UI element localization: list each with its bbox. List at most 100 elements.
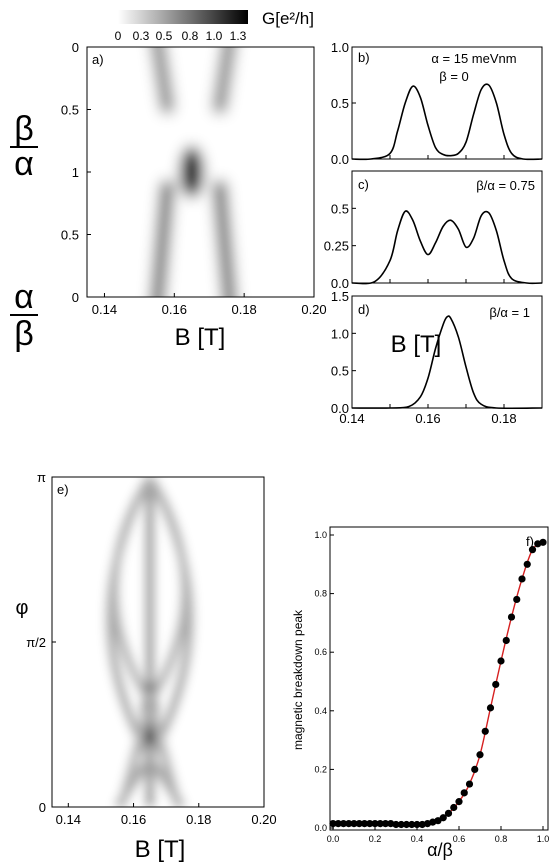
colorbar-title: G[e²/h] bbox=[262, 9, 314, 28]
colorbar: 0 0.3 0.5 0.8 1.0 1.3 G[e²/h] bbox=[115, 9, 314, 43]
heatmap-ridge bbox=[212, 180, 237, 297]
panel-a-ytick: 0 bbox=[72, 290, 79, 305]
panel-b-ytick: 0.5 bbox=[331, 96, 349, 111]
panel-f-point bbox=[471, 765, 479, 774]
panel-e-axes: 0.14 0.16 0.18 0.20 0 π/2 π bbox=[26, 470, 276, 827]
panel-f-point bbox=[392, 820, 400, 829]
panel-e-heatmap bbox=[52, 477, 264, 807]
panel-f-point bbox=[355, 820, 363, 828]
panel-b-annotation-2: β = 0 bbox=[439, 69, 469, 84]
panel-f-point bbox=[539, 538, 547, 546]
panel-f-point bbox=[513, 595, 521, 604]
panel-c-ytick: 0.5 bbox=[331, 201, 349, 216]
panel-b-axes: 0.0 0.5 1.0 bbox=[331, 40, 543, 167]
panel-a-ytick: 0 bbox=[72, 40, 79, 55]
panel-f-xtick: 0.8 bbox=[495, 834, 508, 844]
panel-f-ytick: 0.0 bbox=[314, 823, 327, 833]
panel-f-point bbox=[402, 820, 411, 829]
panel-a-xtick: 0.20 bbox=[301, 302, 326, 317]
panel-f-xtick: 0.6 bbox=[453, 834, 466, 844]
panel-f-point bbox=[397, 820, 405, 829]
panel-d-xtick: 0.18 bbox=[491, 411, 516, 426]
panel-e-ytick: 0 bbox=[39, 800, 46, 815]
panel-f-ytick: 0.2 bbox=[314, 764, 327, 774]
colorbar-ticks: 0 0.3 0.5 0.8 1.0 1.3 bbox=[115, 29, 247, 43]
panel-f-point bbox=[413, 820, 421, 829]
colorbar-tick-label: 0 bbox=[115, 29, 122, 43]
panel-f-point bbox=[502, 636, 510, 645]
panel-c-annotation: β/α = 0.75 bbox=[476, 178, 535, 193]
panel-f-points bbox=[329, 538, 547, 829]
ylabel-top-num: β bbox=[14, 110, 34, 148]
panel-f-point bbox=[460, 789, 468, 797]
panel-a-xtick: 0.16 bbox=[162, 302, 187, 317]
panel-f-ylabel: magnetic breakdown peak bbox=[291, 609, 305, 750]
colorbar-tick-label: 1.3 bbox=[230, 29, 247, 43]
panel-f-xlabel: α/β bbox=[427, 840, 453, 860]
panel-d-label: d) bbox=[358, 302, 370, 317]
panel-f-ytick: 0.4 bbox=[314, 706, 327, 716]
panel-e-xtick: 0.20 bbox=[251, 812, 276, 827]
panel-a-xlabel: B [T] bbox=[175, 324, 226, 351]
ylabel-bottom-den: β bbox=[14, 315, 34, 353]
panel-f-point bbox=[439, 814, 447, 822]
panel-f-ytick: 0.8 bbox=[314, 589, 327, 599]
panel-f-point bbox=[329, 820, 337, 828]
panel-f-ytick: 1.0 bbox=[314, 530, 327, 540]
panel-f-point bbox=[334, 820, 342, 828]
panel-f-xtick: 1.0 bbox=[537, 834, 550, 844]
panel-d-curve bbox=[351, 315, 543, 410]
colorbar-tick-label: 0.3 bbox=[133, 29, 150, 43]
panel-c-ytick: 0.25 bbox=[324, 239, 349, 254]
panel-f-frame bbox=[329, 526, 549, 831]
panel-c-ytick: 0.0 bbox=[331, 276, 349, 291]
panel-a-heatmap bbox=[87, 47, 314, 297]
panel-f-point bbox=[366, 820, 374, 828]
heatmap-ridge bbox=[151, 47, 175, 114]
colorbar-tick-label: 0.5 bbox=[156, 29, 173, 43]
panel-d-ytick: 1.5 bbox=[331, 289, 349, 304]
panel-f-point bbox=[444, 809, 453, 817]
panel-f-ytick: 0.6 bbox=[314, 647, 327, 657]
panel-d-ytick: 0.0 bbox=[331, 401, 349, 416]
panel-e-xlabel: B [T] bbox=[135, 836, 186, 863]
panel-f-point bbox=[465, 780, 474, 788]
panel-f-point bbox=[528, 546, 537, 554]
heatmap-ridge bbox=[150, 180, 175, 297]
panel-f-point bbox=[408, 820, 416, 829]
panel-b: 0.0 0.5 1.0 b) α = 15 meVnm β = 0 bbox=[331, 40, 543, 167]
panel-f-point bbox=[455, 798, 463, 806]
panel-a-ylabel-bottom: α β bbox=[10, 278, 38, 353]
panel-d-xtick: 0.16 bbox=[415, 411, 440, 426]
panel-e-xtick: 0.18 bbox=[186, 812, 211, 827]
panel-c: 0.0 0.25 0.5 c) β/α = 0.75 bbox=[324, 170, 543, 291]
panel-a-ytick: 0.5 bbox=[61, 228, 79, 243]
panel-c-axes: 0.0 0.25 0.5 bbox=[324, 170, 543, 291]
panel-f-point bbox=[376, 820, 384, 828]
panel-a: a) 0.14 0.16 0.18 0.20 0 0.5 1 0.5 0 β α α β B [… bbox=[10, 40, 327, 353]
panel-b-ytick: 1.0 bbox=[331, 40, 349, 55]
panel-f-point bbox=[350, 820, 358, 828]
heatmap-ridge bbox=[212, 47, 236, 114]
panel-d-xlabel: B [T] bbox=[391, 331, 442, 358]
panel-d-xtick: 0.14 bbox=[339, 411, 364, 426]
panel-f-point bbox=[507, 613, 516, 621]
panel-a-label: a) bbox=[92, 52, 104, 67]
panel-a-ytick: 1 bbox=[72, 165, 79, 180]
heatmap-arc bbox=[110, 477, 183, 807]
panel-e-xtick: 0.16 bbox=[121, 812, 146, 827]
panel-f-point bbox=[486, 704, 495, 712]
panel-f-point bbox=[381, 820, 390, 828]
ylabel-bottom-num: α bbox=[14, 278, 34, 316]
panel-e-xtick: 0.14 bbox=[56, 812, 81, 827]
panel-d-ytick: 0.5 bbox=[331, 364, 349, 379]
panel-f-point bbox=[434, 817, 442, 825]
heatmap-blob bbox=[179, 146, 204, 198]
panel-f-point bbox=[492, 680, 500, 689]
panel-a-ytick: 0.5 bbox=[61, 103, 79, 118]
panel-e-ylabel: φ bbox=[16, 597, 29, 619]
panel-b-curve bbox=[351, 83, 543, 161]
panel-f-point bbox=[450, 803, 458, 812]
panel-f-point bbox=[345, 820, 353, 828]
panel-f-point bbox=[371, 820, 379, 828]
